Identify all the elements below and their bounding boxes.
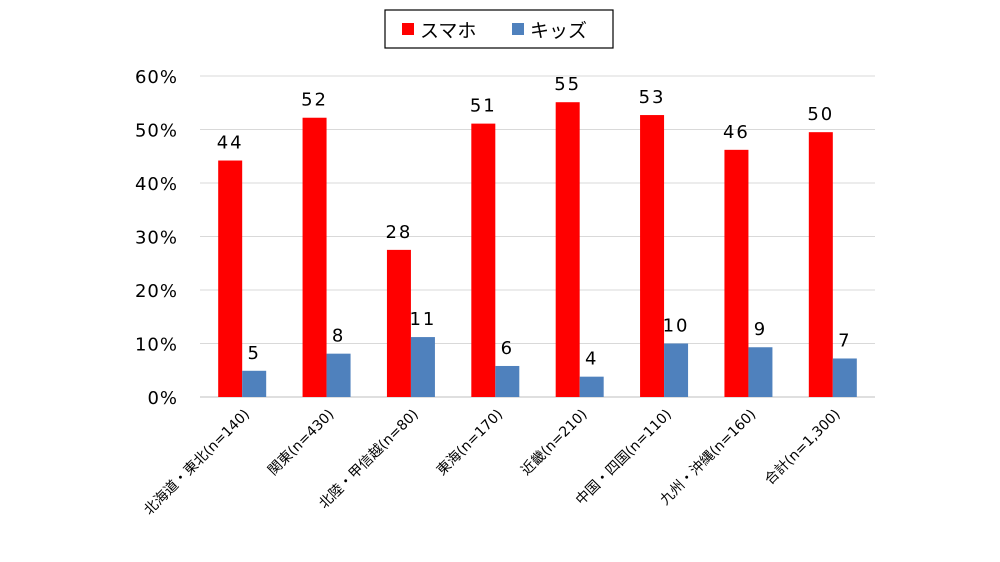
data-label: 53 — [639, 87, 666, 108]
x-tick-label: 関東(n=430) — [265, 407, 337, 479]
legend-label: キッズ — [530, 20, 587, 42]
bar-smartphone — [218, 160, 243, 397]
data-label: 7 — [838, 330, 851, 351]
x-tick-label: 九州・沖縄(n=160) — [657, 407, 759, 509]
y-tick-label: 0% — [147, 388, 178, 409]
data-label: 5 — [247, 343, 260, 364]
data-label: 9 — [754, 319, 767, 340]
bar-smartphone — [471, 123, 496, 398]
bar-smartphone — [808, 132, 833, 398]
bar-kids — [410, 337, 435, 397]
bar-kids — [664, 343, 689, 397]
data-label: 10 — [663, 316, 690, 337]
data-label: 8 — [332, 326, 345, 347]
bar-kids — [495, 365, 520, 397]
bar-kids — [832, 358, 857, 397]
bar-smartphone — [386, 249, 411, 397]
data-label: 11 — [409, 309, 436, 330]
y-tick-label: 50% — [135, 121, 178, 142]
legend — [384, 9, 614, 49]
y-tick-label: 60% — [135, 67, 178, 88]
bar-smartphone — [302, 117, 327, 397]
bar-kids — [579, 376, 604, 397]
data-label: 52 — [301, 90, 328, 111]
x-tick-label: 中国・四国(n=110) — [573, 407, 675, 509]
data-label: 50 — [807, 104, 834, 125]
bar-smartphone — [640, 115, 665, 398]
y-tick-label: 40% — [135, 174, 178, 195]
y-tick-label: 20% — [135, 281, 178, 302]
bar-kids — [326, 353, 351, 397]
x-tick-label: 合計(n=1,300) — [762, 407, 844, 489]
x-tick-label: 北海道・東北(n=140) — [141, 407, 253, 519]
x-tick-label: 東海(n=170) — [434, 407, 506, 479]
data-label: 46 — [723, 122, 750, 143]
legend-swatch — [402, 23, 414, 35]
data-label: 28 — [385, 222, 412, 243]
legend-label: スマホ — [420, 20, 476, 42]
data-label: 4 — [585, 349, 598, 370]
data-label: 55 — [554, 74, 581, 95]
data-label: 44 — [217, 133, 244, 154]
data-label: 6 — [501, 338, 514, 359]
y-tick-label: 30% — [135, 228, 178, 249]
bar-smartphone — [724, 149, 749, 397]
bar-kids — [748, 347, 773, 397]
bar-kids — [242, 370, 267, 397]
data-label: 51 — [470, 96, 497, 117]
y-tick-label: 10% — [135, 335, 178, 356]
legend-swatch — [512, 23, 524, 35]
x-tick-label: 近畿(n=210) — [518, 407, 590, 479]
bar-smartphone — [555, 102, 580, 397]
